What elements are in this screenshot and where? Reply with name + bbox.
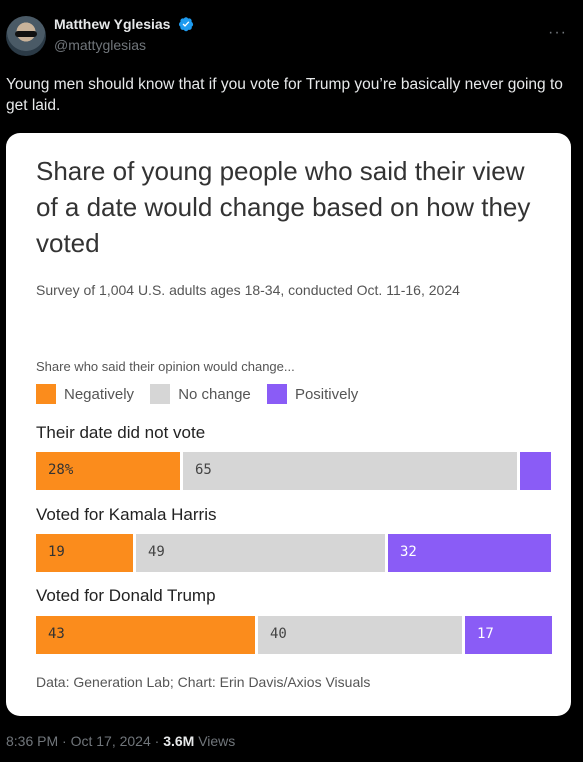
data-label-negatively: 43: [48, 626, 65, 642]
data-label-negatively: 28%: [48, 462, 74, 478]
bar-segment-negatively: 28%: [36, 452, 180, 490]
legend-label-negatively: Negatively: [64, 385, 135, 403]
bar-segment-positively: 17: [465, 616, 552, 654]
legend-swatch-negatively: [36, 384, 56, 404]
avatar-glasses: [15, 31, 37, 37]
bar-segment-no-change: 49: [136, 534, 385, 572]
data-label-no-change: 65: [195, 462, 212, 478]
data-label-positively: 17: [477, 626, 494, 642]
category-label-harris: Voted for Kamala Harris: [36, 505, 217, 524]
legend: Negatively No change Positively: [36, 384, 370, 404]
chart-subtitle: Survey of 1,004 U.S. adults ages 18-34, …: [36, 282, 460, 298]
author-name[interactable]: Matthew Yglesias: [54, 16, 171, 32]
tweet-meta: 8:36 PM · Oct 17, 2024 · 3.6M Views: [6, 733, 235, 749]
data-label-negatively: 19: [48, 544, 65, 560]
bar-segment-negatively: 43: [36, 616, 255, 654]
verified-badge-icon: [178, 17, 194, 32]
legend-label-no-change: No change: [178, 385, 251, 403]
tweet-text: Young men should know that if you vote f…: [6, 76, 563, 114]
chart-image[interactable]: Share of young people who said their vie…: [6, 133, 571, 716]
views-count: 3.6M: [163, 733, 195, 749]
chart-source: Data: Generation Lab; Chart: Erin Davis/…: [36, 674, 371, 690]
bar-segment-positively: [520, 452, 551, 490]
bar-segment-no-change: 65: [183, 452, 517, 490]
views-label: Views: [194, 733, 236, 749]
legend-title: Share who said their opinion would chang…: [36, 359, 295, 374]
data-label-no-change: 49: [148, 544, 165, 560]
data-label-positively: 32: [400, 544, 417, 560]
bar-segment-negatively: 19: [36, 534, 133, 572]
bar-segment-positively: 32: [388, 534, 551, 572]
author-handle[interactable]: @mattyglesias: [54, 37, 147, 53]
bar-row-trump: 43 40 17: [36, 616, 552, 654]
bar-segment-no-change: 40: [258, 616, 462, 654]
more-options-icon[interactable]: ···: [548, 24, 567, 41]
author-block: Matthew Yglesias @mattyglesias: [54, 16, 194, 53]
bar-row-did-not-vote: 28% 65: [36, 452, 551, 490]
avatar[interactable]: [6, 16, 46, 56]
bar-row-harris: 19 49 32: [36, 534, 551, 572]
timestamp[interactable]: 8:36 PM · Oct 17, 2024 ·: [6, 733, 164, 749]
category-label-did-not-vote: Their date did not vote: [36, 423, 206, 442]
legend-swatch-positively: [266, 384, 287, 404]
data-label-no-change: 40: [270, 626, 287, 642]
chart-title: Share of young people who said their vie…: [36, 156, 531, 258]
category-label-trump: Voted for Donald Trump: [36, 586, 216, 605]
tweet-header: Matthew Yglesias @mattyglesias ···: [6, 14, 583, 64]
legend-label-positively: Positively: [294, 385, 359, 403]
legend-swatch-no-change: [150, 384, 171, 404]
